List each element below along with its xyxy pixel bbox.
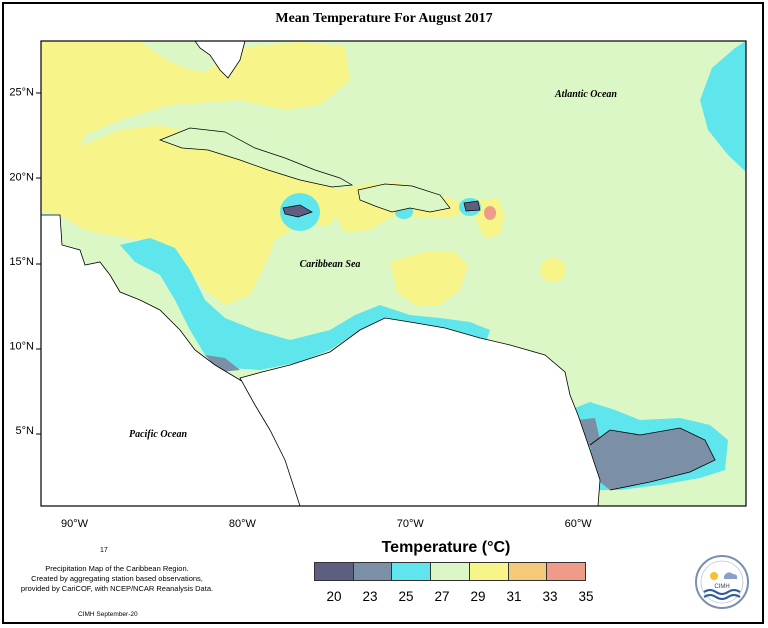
legend-tick-label: 23 xyxy=(362,589,378,604)
label-pacific-ocean: Pacific Ocean xyxy=(129,429,187,440)
cool-zone-atlantic-east xyxy=(700,41,746,172)
legend-swatch xyxy=(315,563,354,580)
legend-swatch xyxy=(469,563,509,580)
warm-zone-lesser-antilles xyxy=(540,258,566,282)
legend-tick-label: 27 xyxy=(434,589,450,604)
longitude-tick-marks xyxy=(72,506,585,512)
legend-swatch xyxy=(508,563,548,580)
credit-line-3: provided by CariCOF, with NCEP/NCAR Rean… xyxy=(20,584,214,593)
credit-line-2: Created by aggregating station based obs… xyxy=(31,574,203,583)
legend-swatch xyxy=(431,563,470,580)
legend-title: Temperature (°C) xyxy=(381,539,511,556)
legend-tick-label: 35 xyxy=(578,589,594,604)
latitude-tick-label: 20°N xyxy=(9,171,34,183)
figure-number: 17 xyxy=(100,547,108,554)
cimh-logo-icon: CIMH xyxy=(695,555,749,609)
latitude-tick-label: 15°N xyxy=(9,256,34,268)
label-caribbean-sea: Caribbean Sea xyxy=(300,259,361,270)
map-body xyxy=(41,41,746,512)
latitude-tick-label: 5°N xyxy=(16,425,35,437)
legend-tick-label: 33 xyxy=(542,589,558,604)
latitude-tick-label: 10°N xyxy=(9,340,34,352)
legend-tick-label: 29 xyxy=(470,589,486,604)
legend-tick-label: 25 xyxy=(398,589,414,604)
longitude-tick-label: 60°W xyxy=(565,518,593,530)
land-cuba xyxy=(159,127,354,188)
land-south-america xyxy=(239,317,601,506)
longitude-tick-label: 90°W xyxy=(61,518,89,530)
latitude-tick-marks xyxy=(36,92,41,435)
hot-spot-puerto-rico xyxy=(484,206,496,220)
label-atlantic-ocean: Atlantic Ocean xyxy=(554,89,617,100)
land-puerto-rico xyxy=(463,200,481,212)
map-title: Mean Temperature For August 2017 xyxy=(275,11,493,26)
cold-zone-panama xyxy=(205,355,240,372)
credit-line-1: Precipitation Map of the Caribbean Regio… xyxy=(45,564,189,573)
cold-zone-guiana xyxy=(590,428,715,490)
latitude-tick-label: 25°N xyxy=(9,87,34,99)
land-guiana-shield xyxy=(589,427,716,491)
legend-tick-label: 20 xyxy=(326,589,342,604)
longitude-tick-label: 70°W xyxy=(397,518,425,530)
land-hispaniola xyxy=(357,183,451,213)
map-border xyxy=(40,40,747,507)
longitude-tick-label: 80°W xyxy=(229,518,257,530)
cimh-date-note: CIMH September-20 xyxy=(78,611,138,618)
warm-zone-central xyxy=(390,252,468,305)
legend-color-bar xyxy=(314,562,586,581)
legend-swatch xyxy=(547,563,586,580)
svg-text:CIMH: CIMH xyxy=(714,584,729,590)
legend-tick-label: 31 xyxy=(506,589,522,604)
land-florida xyxy=(194,41,246,79)
credit-text: Precipitation Map of the Caribbean Regio… xyxy=(12,564,222,594)
cool-zone-central-america-coast xyxy=(120,238,490,370)
legend-swatch xyxy=(392,563,432,580)
land-jamaica xyxy=(282,204,313,218)
legend-swatch xyxy=(353,563,393,580)
warm-zone-gulf xyxy=(41,41,350,190)
